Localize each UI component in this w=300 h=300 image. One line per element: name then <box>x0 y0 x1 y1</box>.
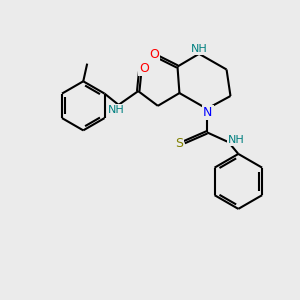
Text: NH: NH <box>228 135 245 145</box>
Text: NH: NH <box>108 105 125 115</box>
Text: NH: NH <box>191 44 207 54</box>
Text: S: S <box>176 136 183 150</box>
Text: O: O <box>139 62 149 75</box>
Text: N: N <box>203 106 213 119</box>
Text: O: O <box>149 48 159 61</box>
